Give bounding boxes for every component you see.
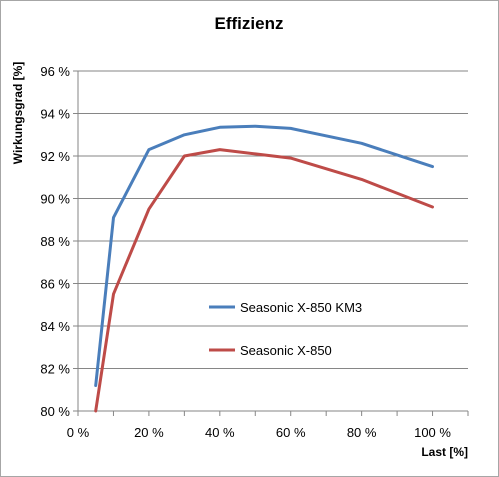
gridlines	[73, 70, 469, 416]
x-tick-label: 80 %	[347, 425, 377, 440]
legend-label-1: Seasonic X-850	[240, 343, 332, 358]
y-tick-label: 96 %	[40, 64, 70, 79]
x-tick-label: 20 %	[134, 425, 164, 440]
y-tick-label: 88 %	[40, 234, 70, 249]
legend-label-0: Seasonic X-850 KM3	[240, 300, 362, 315]
series-line-1	[94, 148, 434, 413]
y-tick-label: 94 %	[40, 107, 70, 122]
series-lines	[94, 124, 434, 413]
chart-title: Effizienz	[215, 14, 284, 33]
axes	[77, 71, 468, 412]
x-axis-title: Last [%]	[421, 445, 468, 459]
y-tick-label: 92 %	[40, 149, 70, 164]
x-tick-label: 100 %	[414, 425, 451, 440]
x-tick-label: 40 %	[205, 425, 235, 440]
series-line-0	[94, 124, 434, 387]
x-tick-label: 60 %	[276, 425, 306, 440]
legend: Seasonic X-850 KM3 Seasonic X-850	[209, 300, 362, 358]
y-axis-title: Wirkungsgrad [%]	[11, 62, 25, 165]
y-tick-label: 86 %	[40, 277, 70, 292]
y-tick-label: 82 %	[40, 362, 70, 377]
y-tick-label: 84 %	[40, 319, 70, 334]
x-tick-label: 0 %	[67, 425, 90, 440]
y-tick-labels: 80 % 82 % 84 % 86 % 88 % 90 % 92 % 94 % 96 %	[40, 64, 70, 419]
y-tick-label: 80 %	[40, 404, 70, 419]
x-tick-labels: 0 % 20 % 40 % 60 % 80 % 100 %	[67, 425, 452, 440]
y-tick-label: 90 %	[40, 192, 70, 207]
